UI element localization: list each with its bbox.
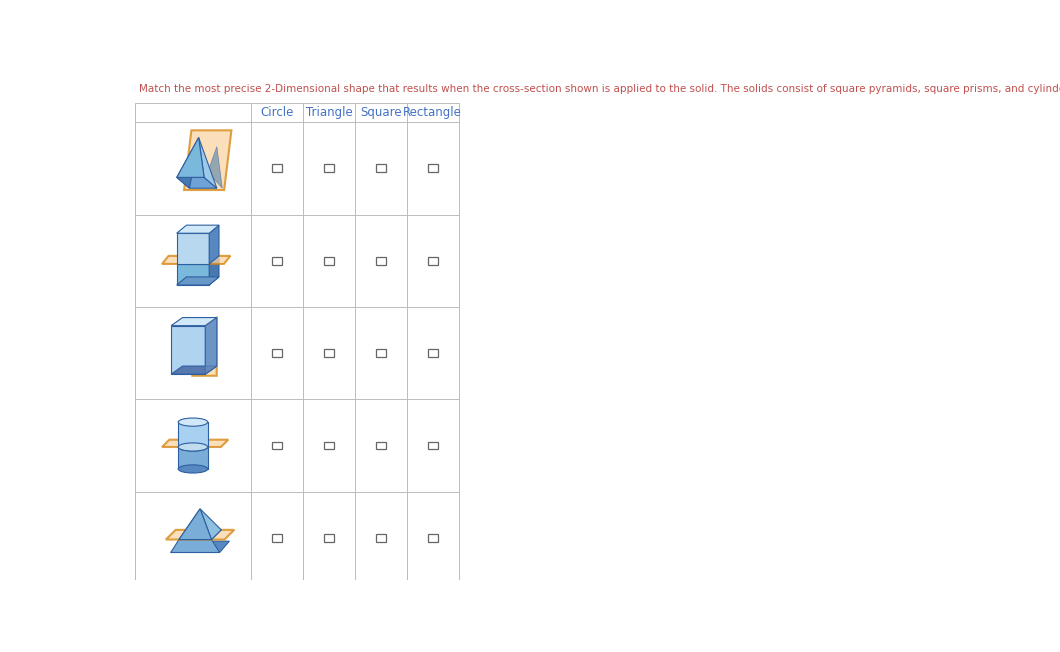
Polygon shape <box>177 225 219 233</box>
Polygon shape <box>200 509 222 540</box>
Polygon shape <box>177 138 198 188</box>
Ellipse shape <box>178 443 208 451</box>
Polygon shape <box>192 318 216 376</box>
Polygon shape <box>177 264 209 285</box>
Text: Triangle: Triangle <box>305 106 352 119</box>
Bar <box>428 257 438 265</box>
Text: Rectangle: Rectangle <box>404 106 462 119</box>
Ellipse shape <box>178 465 208 473</box>
Polygon shape <box>177 177 217 188</box>
Polygon shape <box>177 277 219 285</box>
Polygon shape <box>171 541 229 552</box>
Polygon shape <box>198 138 217 188</box>
Bar <box>272 534 282 542</box>
Polygon shape <box>162 439 228 447</box>
Bar <box>324 257 334 265</box>
Bar <box>428 441 438 449</box>
Bar <box>324 164 334 172</box>
Text: Match the most precise 2-Dimensional shape that results when the cross-section s: Match the most precise 2-Dimensional sha… <box>139 84 1060 95</box>
Polygon shape <box>179 509 212 540</box>
Bar <box>376 349 386 357</box>
Bar <box>272 164 282 172</box>
Polygon shape <box>206 318 216 374</box>
Text: Circle: Circle <box>261 106 294 119</box>
Polygon shape <box>179 509 200 540</box>
Polygon shape <box>209 225 219 264</box>
Ellipse shape <box>178 443 208 451</box>
Bar <box>376 534 386 542</box>
Polygon shape <box>171 318 216 325</box>
Ellipse shape <box>178 418 208 426</box>
Bar <box>428 164 438 172</box>
Bar <box>272 349 282 357</box>
Polygon shape <box>166 530 234 540</box>
Polygon shape <box>179 530 222 540</box>
Bar <box>135 103 459 584</box>
Polygon shape <box>184 130 231 190</box>
Bar <box>324 441 334 449</box>
Polygon shape <box>177 233 209 264</box>
Polygon shape <box>171 540 219 552</box>
Bar <box>376 164 386 172</box>
Bar <box>272 257 282 265</box>
Bar <box>428 534 438 542</box>
Polygon shape <box>206 318 216 374</box>
Polygon shape <box>162 256 230 264</box>
Bar <box>376 441 386 449</box>
Bar <box>428 349 438 357</box>
Polygon shape <box>209 256 219 285</box>
Bar <box>178 422 208 447</box>
Text: Square: Square <box>360 106 402 119</box>
Polygon shape <box>171 325 206 374</box>
Bar <box>272 441 282 449</box>
Bar <box>324 349 334 357</box>
Bar <box>376 257 386 265</box>
Bar <box>178 447 208 469</box>
Bar <box>324 534 334 542</box>
Polygon shape <box>177 138 205 177</box>
Polygon shape <box>171 366 216 374</box>
Polygon shape <box>208 147 223 188</box>
